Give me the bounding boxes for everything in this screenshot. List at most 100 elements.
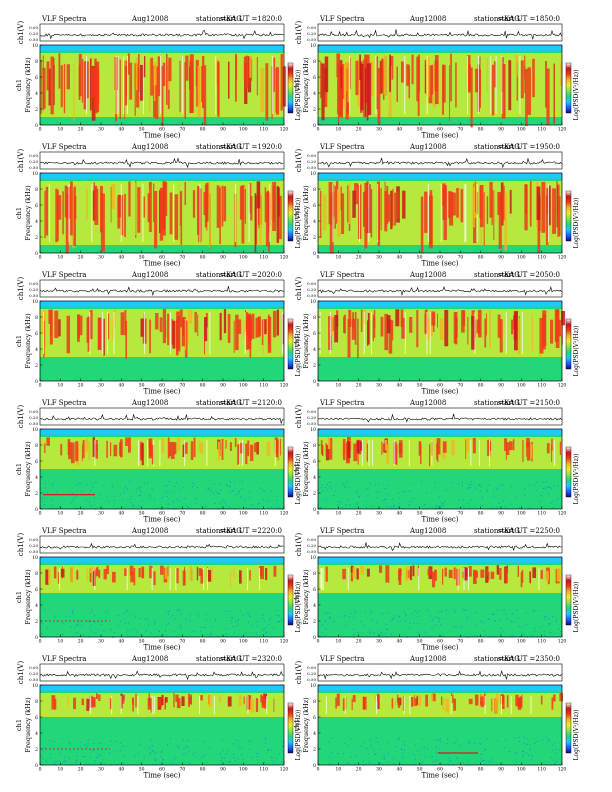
noise-speck — [353, 764, 355, 766]
spectral-burst — [51, 695, 56, 710]
noise-speck — [408, 504, 410, 506]
noise-speck — [434, 624, 436, 626]
x-tick-label: 100 — [239, 127, 248, 133]
x-axis-label: Time (sec) — [143, 132, 180, 140]
spectral-burst — [553, 63, 555, 124]
colorbar-label: Log(PSD(V²/Hz)) — [573, 198, 580, 249]
noise-speck — [545, 486, 547, 488]
noise-speck — [470, 484, 472, 486]
noise-speck — [58, 747, 60, 749]
spectral-burst — [351, 698, 353, 710]
spectral-burst — [501, 695, 505, 709]
noise-speck — [398, 615, 400, 617]
panel-start: start UT =1850:0 — [498, 15, 560, 23]
noise-speck — [480, 758, 482, 760]
x-tick-label: 90 — [220, 383, 226, 389]
noise-speck — [540, 501, 542, 503]
noise-speck — [523, 742, 525, 744]
spectral-burst — [377, 694, 380, 709]
spectral-burst — [352, 567, 356, 579]
noise-speck — [149, 747, 151, 749]
spectral-burst — [325, 566, 328, 582]
noise-speck — [194, 740, 196, 742]
spectral-burst — [504, 193, 507, 251]
noise-speck — [129, 481, 131, 483]
noise-speck — [231, 490, 233, 492]
spectral-burst — [381, 441, 383, 455]
y-axis-label: Frequency (kHz) — [302, 57, 310, 113]
colorbar — [287, 446, 294, 498]
spectral-burst — [50, 314, 52, 336]
spectral-burst — [449, 65, 450, 122]
spectral-burst — [360, 441, 363, 451]
noise-speck — [365, 763, 367, 765]
noise-speck — [76, 755, 78, 757]
noise-speck — [395, 746, 397, 747]
noise-speck — [405, 614, 407, 616]
white-gap — [266, 696, 268, 714]
x-tick-label: 50 — [417, 511, 423, 517]
x-tick-label: 110 — [537, 639, 546, 645]
noise-speck — [185, 619, 187, 621]
panel-date: Aug12008 — [409, 143, 446, 151]
noise-speck — [353, 634, 355, 636]
spectral-burst — [200, 695, 203, 701]
spectral-burst — [70, 567, 73, 583]
noise-speck — [232, 743, 234, 745]
spectral-burst — [278, 195, 282, 240]
noise-speck — [168, 623, 170, 625]
x-tick-label: 100 — [517, 511, 526, 517]
colorbar-label: Log(PSD(V²/Hz)) — [573, 454, 580, 505]
panel-start: start UT =2250:0 — [498, 527, 560, 535]
x-tick-label: 110 — [259, 767, 268, 773]
noise-speck — [527, 754, 529, 756]
spectral-burst — [219, 695, 222, 702]
noise-speck — [128, 622, 130, 624]
spectral-burst — [244, 189, 246, 224]
noise-speck — [329, 617, 331, 619]
spectral-burst — [143, 196, 145, 218]
spectral-burst — [93, 66, 95, 97]
spectral-burst — [216, 185, 220, 228]
spectral-burst — [392, 188, 394, 227]
y-tick-label: 0 — [313, 251, 316, 257]
noise-speck — [440, 502, 442, 504]
white-gap — [478, 56, 479, 114]
x-tick-label: 90 — [498, 255, 504, 261]
noise-speck — [505, 613, 507, 615]
channel-label: ch1 — [15, 719, 23, 731]
spectral-burst — [524, 184, 528, 231]
x-axis-label: Time (sec) — [143, 644, 180, 652]
trace-tick-label: 0.00 — [29, 409, 38, 414]
noise-speck — [530, 759, 532, 761]
spectral-burst — [521, 569, 524, 583]
x-tick-label: 50 — [417, 639, 423, 645]
noise-speck — [54, 763, 56, 765]
spectral-burst — [110, 187, 112, 223]
spectral-burst — [386, 315, 391, 334]
spectral-burst — [559, 441, 561, 455]
x-tick-label: 20 — [78, 383, 84, 389]
trace-ylabel: ch1(V) — [17, 21, 25, 45]
noise-speck — [555, 753, 557, 755]
x-tick-label: 100 — [517, 639, 526, 645]
y-tick-label: 0 — [313, 763, 316, 769]
spectral-burst — [169, 442, 172, 457]
white-gap — [247, 568, 248, 590]
noise-speck — [186, 746, 188, 748]
colorbar-label: Log(PSD(V²/Hz)) — [295, 198, 302, 249]
noise-speck — [533, 631, 535, 632]
y-tick-label: 2 — [313, 619, 316, 625]
spectral-burst — [416, 695, 418, 705]
spectral-burst — [65, 193, 69, 254]
spectral-burst — [328, 182, 333, 225]
spectral-burst — [364, 182, 368, 234]
x-tick-label: 110 — [537, 383, 546, 389]
noise-speck — [53, 741, 55, 743]
y-tick-label: 6 — [35, 715, 38, 721]
noise-speck — [270, 617, 272, 619]
noise-speck — [549, 632, 551, 634]
noise-speck — [234, 760, 236, 762]
spectral-burst — [58, 319, 61, 337]
spectral-burst — [504, 64, 506, 116]
